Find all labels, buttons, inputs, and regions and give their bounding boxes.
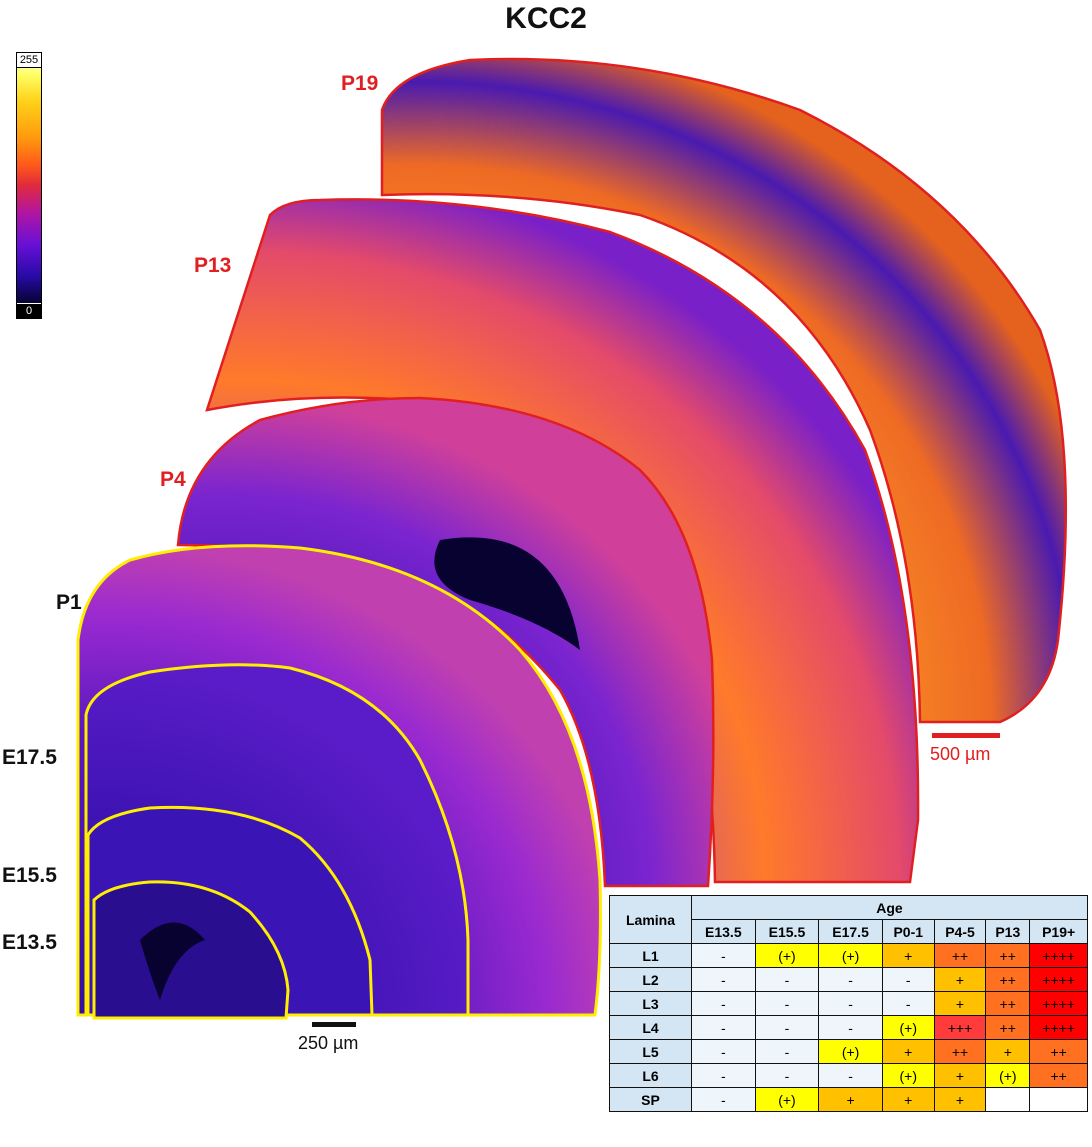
table-cell: - bbox=[754, 967, 820, 992]
table-cell: ++++ bbox=[1029, 967, 1088, 992]
table-cell: - bbox=[754, 991, 820, 1016]
table-cell: - bbox=[754, 1015, 820, 1040]
table-cell: (+) bbox=[881, 1063, 935, 1088]
col-header: P4-5 bbox=[933, 919, 987, 944]
label-p4: P4 bbox=[160, 468, 186, 491]
row-header: L4 bbox=[609, 1015, 692, 1040]
table-cell: + bbox=[933, 991, 987, 1016]
table-cell bbox=[1029, 1087, 1088, 1112]
table-cell: ++++ bbox=[1029, 991, 1088, 1016]
row-header: L5 bbox=[609, 1039, 692, 1064]
col-header: E13.5 bbox=[691, 919, 756, 944]
table-cell: ++ bbox=[1029, 1063, 1088, 1088]
header-lamina: Lamina bbox=[609, 895, 692, 944]
table-cell: - bbox=[754, 1039, 820, 1064]
table-cell: - bbox=[691, 967, 756, 992]
row-header: SP bbox=[609, 1087, 692, 1112]
table-row: L4 - - - (+) +++ ++ ++++ bbox=[609, 1015, 1088, 1040]
table-cell: ++++ bbox=[1029, 943, 1088, 968]
table-cell: - bbox=[818, 967, 883, 992]
section-e13-5 bbox=[92, 880, 290, 1020]
col-header: P0-1 bbox=[881, 919, 935, 944]
table-cell: - bbox=[691, 1063, 756, 1088]
table-cell: ++ bbox=[985, 967, 1031, 992]
table-cell: (+) bbox=[818, 1039, 883, 1064]
table-cell: - bbox=[691, 1039, 756, 1064]
section-p19 bbox=[380, 57, 1068, 724]
table-cell: ++++ bbox=[1029, 1015, 1088, 1040]
table-cell: ++ bbox=[933, 943, 987, 968]
header-age: Age bbox=[691, 895, 1088, 920]
table-cell: ++ bbox=[1029, 1039, 1088, 1064]
table-cell: + bbox=[985, 1039, 1031, 1064]
table-cell bbox=[985, 1087, 1031, 1112]
table-cell: + bbox=[818, 1087, 883, 1112]
col-header: P13 bbox=[985, 919, 1031, 944]
table-row: L3 - - - - + ++ ++++ bbox=[609, 991, 1088, 1016]
table-cell: - bbox=[691, 1087, 756, 1112]
table-cell: ++ bbox=[933, 1039, 987, 1064]
table-cell: - bbox=[754, 1063, 820, 1088]
label-p13: P13 bbox=[194, 254, 232, 277]
table-cell: - bbox=[691, 991, 756, 1016]
table-cell: (+) bbox=[985, 1063, 1031, 1088]
table-cell: (+) bbox=[754, 1087, 820, 1112]
col-header: P19+ bbox=[1029, 919, 1088, 944]
label-p19: P19 bbox=[341, 72, 379, 95]
table-cell: + bbox=[881, 943, 935, 968]
scalebar-250-label: 250 µm bbox=[298, 1033, 359, 1053]
col-header: E17.5 bbox=[818, 919, 883, 944]
table-cell: - bbox=[818, 1063, 883, 1088]
colorbar-min-label: 0 bbox=[17, 303, 41, 318]
table-cell: (+) bbox=[881, 1015, 935, 1040]
table-cell: ++ bbox=[985, 991, 1031, 1016]
row-header: L3 bbox=[609, 991, 692, 1016]
row-header: L6 bbox=[609, 1063, 692, 1088]
table-cell: + bbox=[933, 1087, 987, 1112]
label-p1: P1 bbox=[56, 591, 82, 614]
table-row: L2 - - - - + ++ ++++ bbox=[609, 967, 1088, 992]
figure-title: KCC2 bbox=[505, 2, 587, 35]
table-cell: - bbox=[818, 991, 883, 1016]
label-e17-5: E17.5 bbox=[2, 746, 57, 769]
table-cell: +++ bbox=[933, 1015, 987, 1040]
colorbar-max-label: 255 bbox=[17, 53, 41, 68]
row-header: L2 bbox=[609, 967, 692, 992]
scalebar-500-label: 500 µm bbox=[930, 744, 991, 764]
col-header: E15.5 bbox=[754, 919, 820, 944]
scalebar-250 bbox=[312, 1022, 356, 1027]
table-cell: - bbox=[818, 1015, 883, 1040]
row-header: L1 bbox=[609, 943, 692, 968]
table-cell: - bbox=[881, 967, 935, 992]
table-cell: + bbox=[933, 967, 987, 992]
lamina-expression-table: Lamina Age E13.5 E15.5 E17.5 P0-1 P4-5 P… bbox=[609, 895, 1088, 1112]
table-row: L6 - - - (+) + (+) ++ bbox=[609, 1063, 1088, 1088]
table-cell: - bbox=[691, 943, 756, 968]
label-e15-5: E15.5 bbox=[2, 864, 57, 887]
table-cell: - bbox=[881, 991, 935, 1016]
intensity-colorbar: 255 0 bbox=[16, 52, 42, 319]
table-cell: (+) bbox=[818, 943, 883, 968]
label-e13-5: E13.5 bbox=[2, 931, 57, 954]
table-cell: + bbox=[881, 1039, 935, 1064]
table-row: SP - (+) + + + bbox=[609, 1087, 1088, 1112]
table-row: L1 - (+) (+) + ++ ++ ++++ bbox=[609, 943, 1088, 968]
table-cell: + bbox=[881, 1087, 935, 1112]
scalebar-500 bbox=[932, 733, 1000, 738]
ventricle-e13-5 bbox=[140, 922, 205, 1000]
ventricle-p4 bbox=[434, 537, 580, 650]
table-cell: (+) bbox=[754, 943, 820, 968]
table-row: L5 - - (+) + ++ + ++ bbox=[609, 1039, 1088, 1064]
table-cell: ++ bbox=[985, 1015, 1031, 1040]
table-cell: ++ bbox=[985, 943, 1031, 968]
table-cell: - bbox=[691, 1015, 756, 1040]
table-cell: + bbox=[933, 1063, 987, 1088]
